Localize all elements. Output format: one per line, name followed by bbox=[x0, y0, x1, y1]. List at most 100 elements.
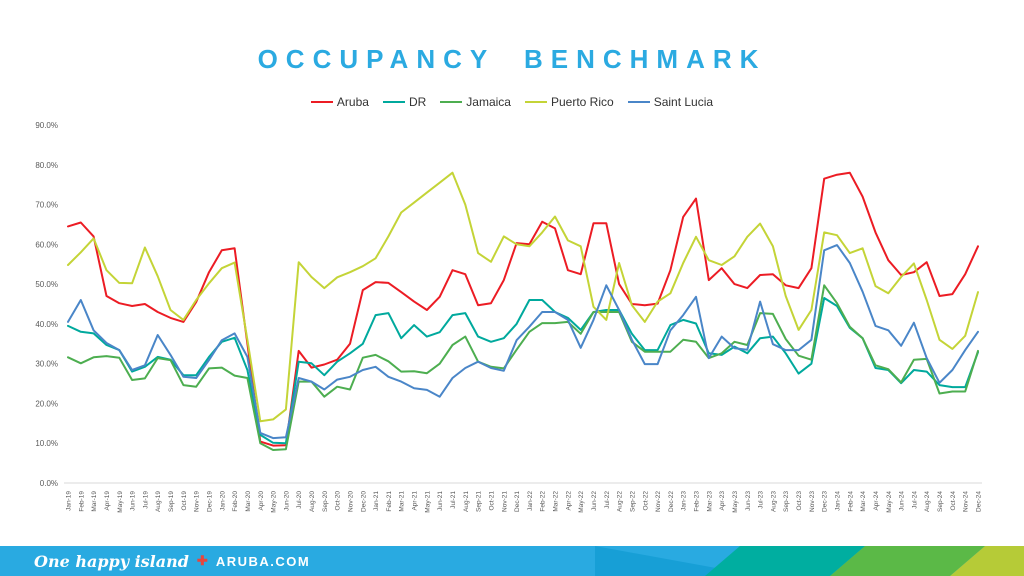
x-tick-label: Feb-20 bbox=[232, 491, 239, 512]
x-tick-label: Nov-20 bbox=[347, 491, 354, 512]
y-tick-label: 50.0% bbox=[35, 280, 58, 289]
x-tick-label: May-20 bbox=[271, 491, 278, 513]
x-tick-label: Aug-23 bbox=[770, 491, 777, 512]
x-tick-label: Dec-24 bbox=[976, 491, 983, 512]
occupancy-chart-canvas: 0.0% 10.0% 20.0% 30.0% 40.0% 50.0% 60.0% 70.0% 8… bbox=[35, 121, 983, 513]
y-tick-label: 80.0% bbox=[35, 161, 58, 170]
x-tick-label: Nov-21 bbox=[501, 491, 508, 512]
series-line-aruba bbox=[67, 171, 979, 447]
x-tick-label: Oct-21 bbox=[488, 491, 495, 511]
footer-site-link[interactable]: ARUBA.COM bbox=[215, 553, 311, 569]
legend-label-saint-lucia: Saint Lucia bbox=[653, 95, 714, 109]
x-tick-label: Jul-24 bbox=[911, 491, 918, 509]
x-tick-label: Jun-19 bbox=[130, 491, 137, 511]
legend-item-dr: DR bbox=[382, 95, 427, 109]
series-line-jamaica bbox=[67, 284, 979, 451]
x-tick-label: Nov-24 bbox=[963, 491, 970, 512]
x-tick-label: Apr-20 bbox=[258, 491, 265, 511]
series-line-dr bbox=[67, 297, 979, 445]
x-tick-label: Apr-22 bbox=[565, 491, 572, 511]
x-tick-label: Jun-22 bbox=[591, 491, 598, 511]
x-tick-label: Mar-22 bbox=[553, 491, 560, 512]
x-tick-label: Oct-19 bbox=[181, 491, 188, 511]
x-tick-label: Mar-20 bbox=[245, 491, 252, 512]
x-tick-label: Feb-22 bbox=[540, 491, 547, 512]
x-tick-label: Oct-24 bbox=[950, 491, 957, 511]
x-tick-label: Apr-21 bbox=[412, 491, 419, 511]
x-tick-label: Oct-23 bbox=[796, 491, 803, 511]
x-tick-label: Dec-21 bbox=[514, 491, 521, 512]
legend-label-dr: DR bbox=[408, 95, 427, 109]
x-tick-label: Aug-20 bbox=[309, 491, 316, 512]
x-tick-label: May-21 bbox=[424, 491, 431, 513]
x-tick-label: Aug-19 bbox=[155, 491, 162, 512]
x-tick-label: May-22 bbox=[578, 491, 585, 513]
y-tick-label: 90.0% bbox=[35, 121, 58, 130]
x-tick-label: Sep-20 bbox=[322, 491, 329, 512]
y-tick-label: 30.0% bbox=[35, 360, 58, 369]
x-tick-label: May-19 bbox=[117, 491, 124, 513]
y-tick-label: 20.0% bbox=[35, 399, 58, 408]
x-tick-label: Sep-22 bbox=[629, 491, 636, 512]
x-tick-label: Jul-21 bbox=[450, 491, 457, 509]
legend-swatch-puerto-rico bbox=[524, 101, 547, 103]
x-tick-label: Dec-23 bbox=[822, 491, 829, 512]
x-tick-label: Sep-24 bbox=[937, 491, 944, 512]
legend-swatch-aruba bbox=[310, 101, 333, 103]
legend-swatch-dr bbox=[382, 101, 405, 103]
x-tick-label: Sep-21 bbox=[476, 491, 483, 512]
x-tick-label: Nov-22 bbox=[655, 491, 662, 512]
x-tick-label: Sep-19 bbox=[168, 491, 175, 512]
legend-item-saint-lucia: Saint Lucia bbox=[627, 95, 714, 109]
x-tick-label: Jan-19 bbox=[66, 491, 73, 511]
x-tick-label: Oct-20 bbox=[335, 491, 342, 511]
chart-legend: Aruba DR Jamaica Puerto Rico Saint Lucia bbox=[0, 95, 1024, 109]
x-tick-label: Mar-21 bbox=[399, 491, 406, 512]
x-tick-label: Jun-20 bbox=[283, 491, 290, 511]
y-tick-label: 70.0% bbox=[35, 201, 58, 210]
legend-item-aruba: Aruba bbox=[310, 95, 369, 109]
y-tick-label: 10.0% bbox=[35, 439, 58, 448]
legend-item-jamaica: Jamaica bbox=[440, 95, 511, 109]
x-tick-label: Jul-20 bbox=[296, 491, 303, 509]
footer-branding: One happy island ✚ ARUBA.COM bbox=[34, 546, 310, 576]
legend-label-puerto-rico: Puerto Rico bbox=[550, 95, 614, 109]
x-tick-label: Dec-20 bbox=[360, 491, 367, 512]
x-tick-label: Sep-23 bbox=[783, 491, 790, 512]
legend-item-puerto-rico: Puerto Rico bbox=[524, 95, 614, 109]
legend-label-jamaica: Jamaica bbox=[466, 95, 511, 109]
footer-bar: One happy island ✚ ARUBA.COM bbox=[0, 546, 1024, 576]
x-tick-label: Dec-19 bbox=[206, 491, 213, 512]
x-tick-label: Jul-19 bbox=[142, 491, 149, 509]
x-tick-label: Aug-22 bbox=[617, 491, 624, 512]
y-tick-label: 40.0% bbox=[35, 320, 58, 329]
footer-tagline: One happy island bbox=[34, 551, 189, 571]
x-tick-label: Apr-23 bbox=[719, 491, 726, 511]
x-tick-label: Feb-23 bbox=[694, 491, 701, 512]
x-tick-label: Feb-24 bbox=[847, 491, 854, 512]
series-line-saint-lucia bbox=[67, 244, 979, 440]
x-tick-label: Nov-19 bbox=[194, 491, 201, 512]
x-tick-label: Jul-22 bbox=[604, 491, 611, 509]
x-tick-label: Jun-23 bbox=[745, 491, 752, 511]
x-tick-label: Dec-22 bbox=[668, 491, 675, 512]
page-title: OCCUPANCY BENCHMARK bbox=[257, 44, 767, 74]
legend-label-aruba: Aruba bbox=[336, 95, 369, 109]
legend-swatch-saint-lucia bbox=[627, 101, 650, 103]
y-tick-label: 0.0% bbox=[40, 479, 58, 488]
x-tick-label: Mar-24 bbox=[860, 491, 867, 512]
x-tick-label: Apr-24 bbox=[873, 491, 880, 511]
x-tick-label: Jan-24 bbox=[835, 491, 842, 511]
x-tick-label: Jun-24 bbox=[899, 491, 906, 511]
x-tick-label: Mar-23 bbox=[706, 491, 713, 512]
aruba-cross-icon: ✚ bbox=[196, 553, 208, 568]
x-tick-label: Mar-19 bbox=[91, 491, 98, 512]
x-tick-label: May-24 bbox=[886, 491, 893, 513]
series-line-puerto-rico bbox=[67, 171, 979, 423]
x-tick-label: Jan-23 bbox=[681, 491, 688, 511]
x-tick-label: Aug-24 bbox=[924, 491, 931, 512]
occupancy-chart: 0.0% 10.0% 20.0% 30.0% 40.0% 50.0% 60.0% 70.0% 8… bbox=[0, 115, 1010, 545]
y-tick-label: 60.0% bbox=[35, 240, 58, 249]
x-tick-label: Feb-19 bbox=[78, 491, 85, 512]
